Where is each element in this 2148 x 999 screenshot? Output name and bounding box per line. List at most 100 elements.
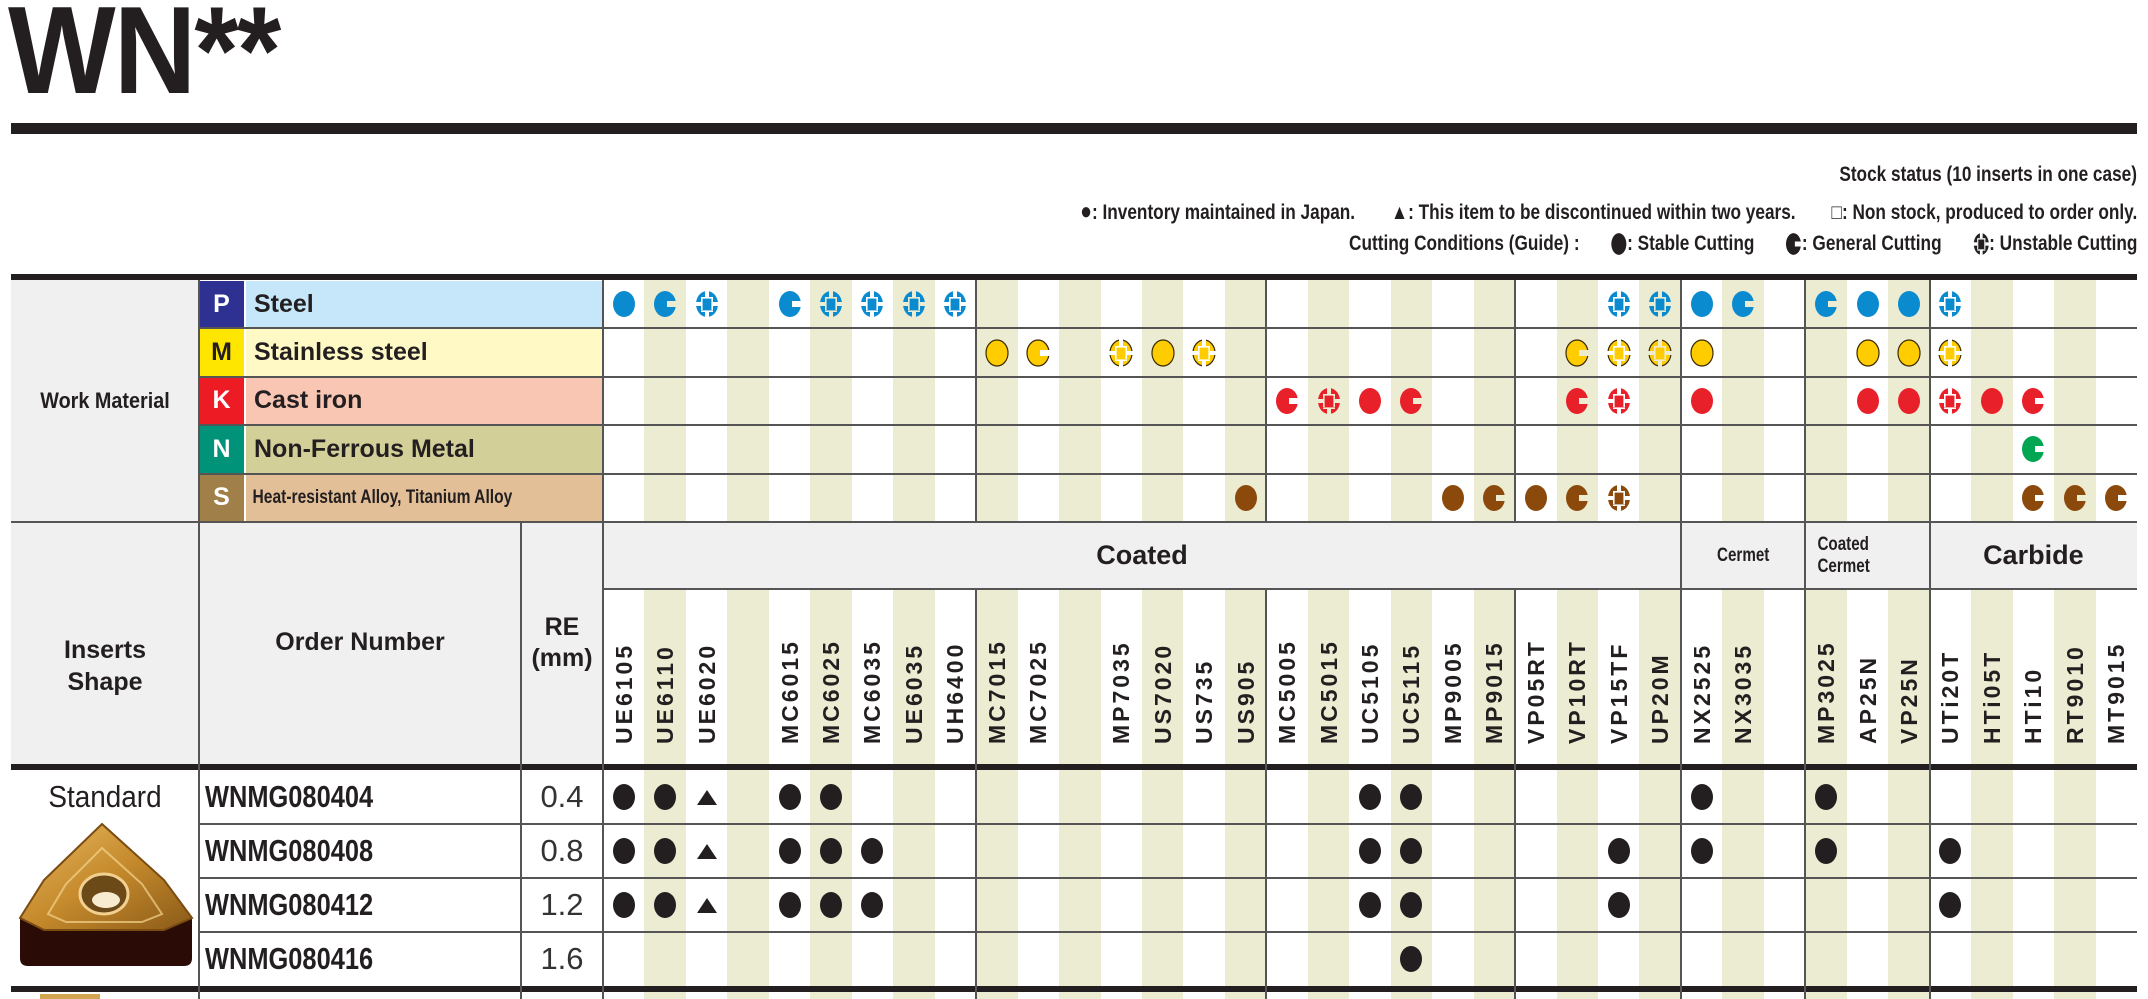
material-name-s: Heat-resistant Alloy, Titanium Alloy (246, 474, 603, 521)
legend-non-stock: □: Non stock, produced to order only. (1831, 201, 2137, 224)
column-stripe (1556, 589, 1599, 999)
inventory-dot-icon (612, 784, 635, 810)
grade-separator (1265, 280, 1268, 522)
inventory-dot-icon (820, 838, 843, 864)
unstable-cutting-icon (1607, 291, 1630, 318)
legend-stable-text: : Stable Cutting (1626, 232, 1754, 255)
stable-cutting-icon (1359, 388, 1381, 414)
stable-cutting-icon (1690, 388, 1713, 414)
inventory-dot-icon (1690, 784, 1713, 810)
unstable-cutting-icon (1938, 338, 1963, 367)
column-stripe (1639, 589, 1681, 999)
legend-stock-line: ●: Inventory maintained in Japan. ▲: Thi… (1049, 198, 2137, 226)
vline (520, 522, 522, 999)
legend-non-stock-text: : Non stock, produced to order only. (1841, 201, 2137, 224)
column-stripe (1059, 280, 1101, 522)
general-cutting-icon (1276, 388, 1299, 414)
grade-label-rt9010: RT9010 (2061, 644, 2088, 744)
column-stripe (1141, 280, 1184, 522)
inserts-shape-header: Inserts Shape (11, 589, 199, 744)
grade-label-mc6035: MC6035 (859, 639, 886, 744)
general-cutting-icon (2105, 484, 2128, 511)
grade-label-ap25n: AP25N (1854, 654, 1881, 744)
unstable-cutting-icon (1607, 484, 1630, 511)
re-value: 0.4 (540, 779, 584, 814)
grade-label-mc6015: MC6015 (776, 639, 803, 744)
triangle-icon: ▲ (1390, 201, 1408, 224)
legend-general-text: : General Cutting (1801, 232, 1942, 255)
legend-inventory-text: : Inventory maintained in Japan. (1091, 201, 1355, 224)
inventory-dot-icon (861, 838, 884, 864)
inventory-dot-icon (1607, 892, 1630, 918)
grade-label-nx3035: NX3035 (1730, 642, 1757, 744)
unstable-cutting-icon (1317, 388, 1340, 414)
column-stripe (644, 280, 686, 522)
order-number[interactable]: WNMG080404 (205, 779, 374, 814)
re-header-line: (mm) (531, 644, 593, 672)
legend-discontinued-text: : This item to be discontinued within tw… (1407, 201, 1796, 224)
header-bottom-border (11, 764, 2137, 770)
material-badge-n: N (199, 426, 244, 473)
inventory-dot-icon (1400, 784, 1423, 810)
column-stripe (1888, 589, 1930, 999)
unstable-cutting-icon (1192, 338, 1216, 367)
row-divider (199, 823, 2137, 825)
general-cutting-icon (1732, 291, 1755, 318)
grade-label-mp3025: MP3025 (1813, 640, 1840, 744)
stable-cutting-icon (1980, 388, 2003, 414)
stable-cutting-icon (1855, 338, 1880, 367)
inserts-shape-header-line: Shape (67, 667, 143, 696)
re-value: 1.6 (540, 941, 584, 976)
inventory-dot-icon (1400, 946, 1423, 972)
column-stripe (1722, 589, 1764, 999)
row-divider (199, 375, 2137, 378)
stable-cutting-icon (985, 338, 1009, 367)
column-stripe (1805, 280, 1847, 522)
material-badge-k: K (199, 377, 244, 425)
general-cutting-icon (1815, 291, 1838, 318)
grade-label-us7020: US7020 (1149, 642, 1176, 744)
row-divider (199, 877, 2137, 879)
re-value: 1.2 (540, 887, 584, 922)
grade-label-vp15tf: VP15TF (1605, 641, 1632, 744)
row-divider (199, 424, 2137, 427)
column-stripe (976, 589, 1018, 999)
grade-label-hti05t: HTi05T (1978, 649, 2005, 744)
inventory-dot-icon (778, 784, 801, 810)
unstable-cutting-icon (944, 291, 967, 318)
re-header-line: RE (544, 612, 580, 641)
column-stripe (727, 280, 769, 522)
inventory-dot-icon (1359, 838, 1381, 864)
grade-label-uc5105: UC5105 (1357, 641, 1383, 744)
general-cutting-icon (1483, 484, 1506, 511)
legend-cutting-line: Cutting Conditions (Guide) : : Stable Cu… (1317, 232, 2137, 256)
grade-label-mc5005: MC5005 (1274, 639, 1301, 744)
vline (602, 280, 604, 999)
work-material-label: Work Material (40, 388, 170, 414)
inventory-dot-icon (778, 892, 801, 918)
stable-cutting-icon (1690, 291, 1713, 318)
inventory-dot-icon (1690, 838, 1713, 864)
legend-cutting-label: Cutting Conditions (Guide) : (1348, 232, 1580, 255)
general-cutting-icon (1566, 388, 1589, 414)
stable-cutting-icon (1897, 388, 1920, 414)
unstable-cutting-icon (1973, 233, 1989, 255)
group-divider (603, 588, 2137, 590)
order-number[interactable]: WNMG080412 (205, 887, 374, 922)
grade-label-up20m: UP20M (1647, 652, 1674, 744)
unstable-cutting-icon (1648, 338, 1672, 367)
inventory-dot-icon (1939, 838, 1962, 864)
inventory-dot-icon (1939, 892, 1962, 918)
legend-inventory: ●: Inventory maintained in Japan. (1080, 198, 1355, 225)
inventory-dot-icon (1400, 892, 1423, 918)
unstable-cutting-icon (1939, 291, 1962, 318)
title-divider (11, 123, 2137, 134)
group-separator (1804, 280, 1807, 999)
order-number[interactable]: WNMG080408 (205, 833, 374, 868)
order-number[interactable]: WNMG080416 (205, 941, 374, 976)
group-header-carbide: Carbide (1983, 540, 2084, 570)
insert-shape-image (18, 822, 194, 966)
discontinued-triangle-icon (696, 844, 717, 859)
order-number-header: Order Number (275, 628, 445, 657)
table-section-border (11, 986, 2137, 992)
